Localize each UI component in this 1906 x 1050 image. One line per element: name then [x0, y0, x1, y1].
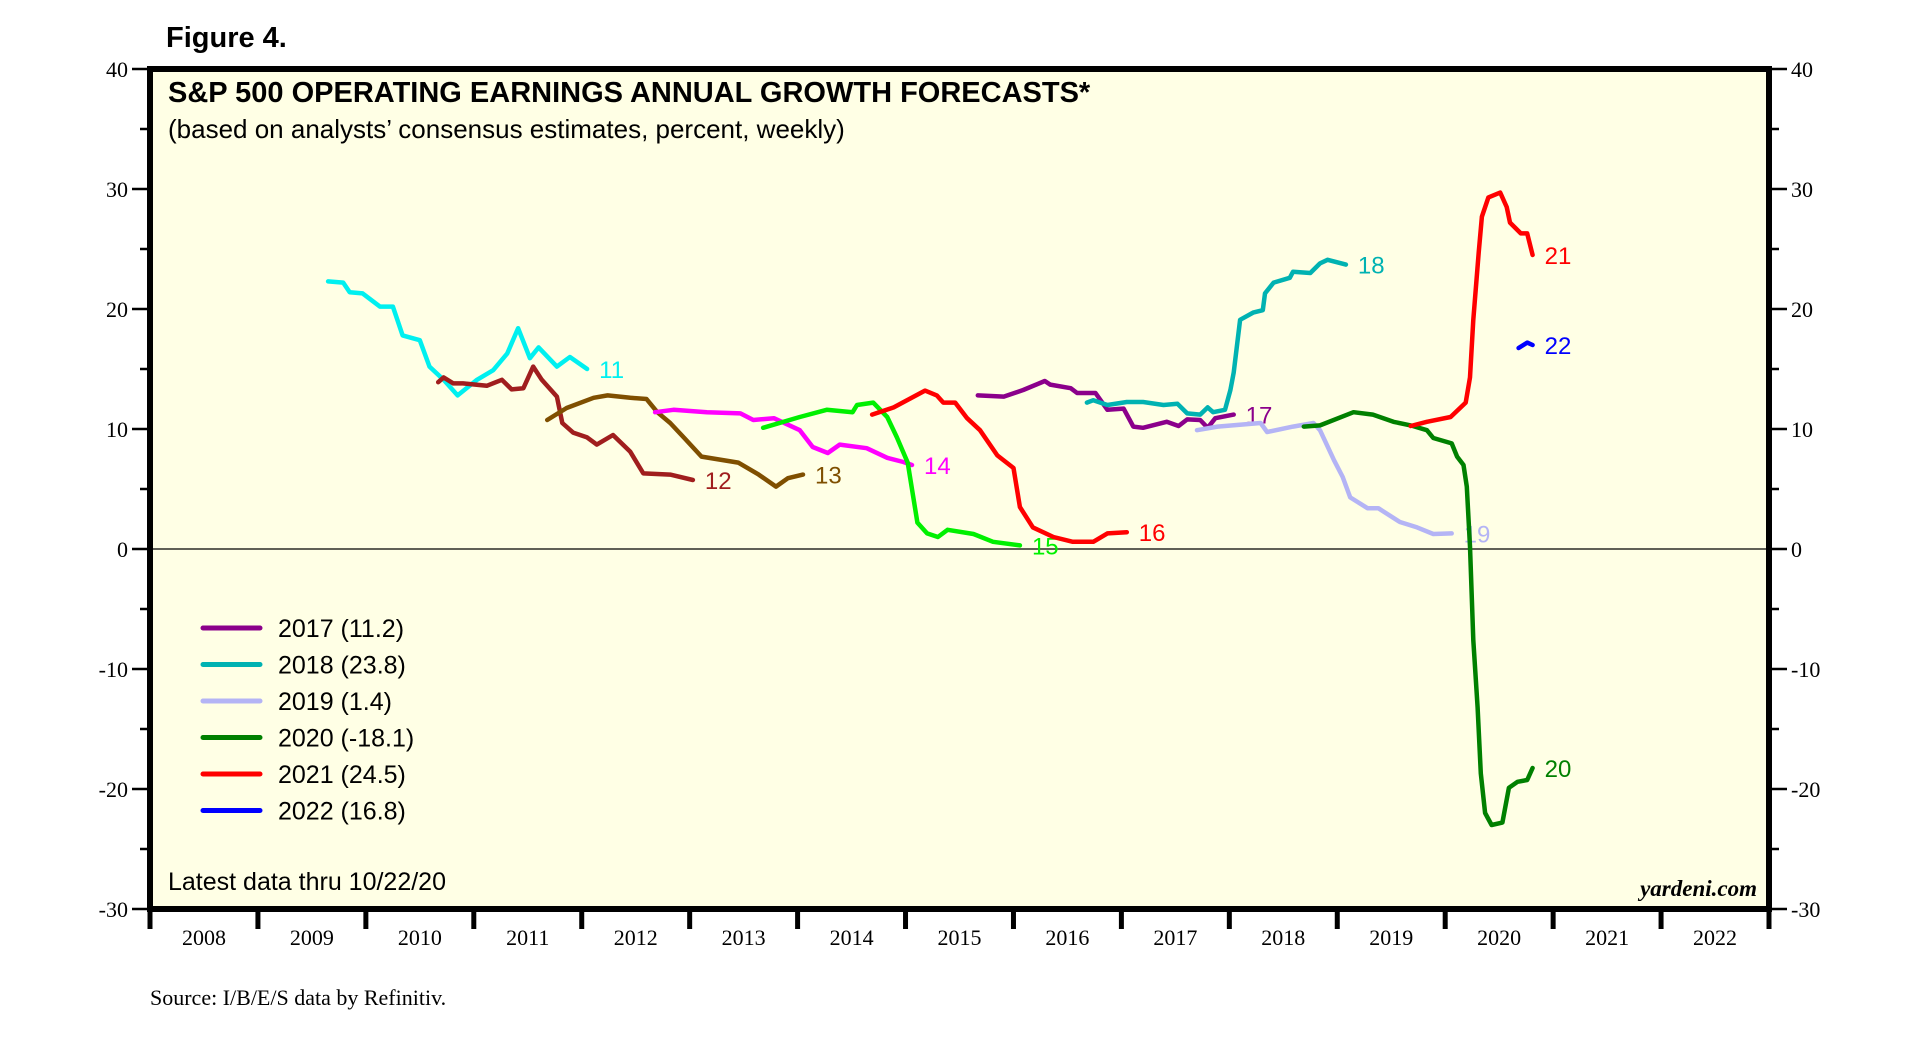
- legend-label: 2020 (-18.1): [278, 725, 414, 753]
- legend-label: 2017 (11.2): [278, 615, 404, 643]
- x-tick-label: 2009: [290, 925, 334, 950]
- series-line-2018: [1084, 257, 1349, 417]
- series-line-2022: [1516, 340, 1535, 351]
- series-end-label-2016: 16: [1139, 520, 1166, 547]
- legend-label: 2022 (16.8): [278, 798, 406, 826]
- series-end-label-2013: 13: [815, 463, 842, 490]
- series-line-2021: [1408, 190, 1535, 429]
- x-axis: 2008 2009 2010 2011 2012 2013 2014 2015 2016 2017…: [147, 909, 1772, 950]
- series-line-2014: [652, 407, 915, 468]
- x-tick-label: 2018: [1261, 925, 1305, 950]
- series-line-2016: [869, 388, 1130, 545]
- x-tick-label: 2022: [1693, 925, 1737, 950]
- x-tick-label: 2012: [614, 925, 658, 950]
- x-tick-label: 2020: [1477, 925, 1521, 950]
- y-tick-label-left: 10: [106, 417, 128, 442]
- y-tick-label-right: -10: [1791, 657, 1820, 682]
- y-tick-label-right: 10: [1791, 417, 1813, 442]
- legend-label: 2018 (23.8): [278, 652, 406, 680]
- y-tick-label-right: 30: [1791, 177, 1813, 202]
- latest-data-note: Latest data thru 10/22/20: [168, 868, 446, 896]
- series-end-label-2021: 21: [1545, 243, 1572, 270]
- x-tick-label: 2013: [722, 925, 766, 950]
- brand-watermark: yardeni.com: [1637, 876, 1757, 901]
- series-line-2015: [760, 400, 1023, 548]
- y-tick-label-right: 20: [1791, 297, 1813, 322]
- x-tick-label: 2019: [1369, 925, 1413, 950]
- x-tick-label: 2016: [1045, 925, 1089, 950]
- x-tick-label: 2011: [506, 925, 549, 950]
- chart-subtitle: (based on analysts’ consensus estimates,…: [168, 114, 845, 144]
- x-tick-label: 2015: [938, 925, 982, 950]
- source-note: Source: I/B/E/S data by Refinitiv.: [150, 985, 446, 1010]
- y-tick-label-right: -20: [1791, 777, 1820, 802]
- series-line-2013: [544, 393, 806, 489]
- x-tick-label: 2021: [1585, 925, 1629, 950]
- legend-label: 2019 (1.4): [278, 688, 392, 716]
- y-tick-label-left: 40: [106, 57, 128, 82]
- legend-label: 2021 (24.5): [278, 761, 406, 789]
- x-tick-label: 2014: [830, 925, 874, 950]
- series-line-2020: [1301, 409, 1535, 828]
- y-axis-right: 40 30 20 10 0 -10 -20 -30: [1769, 57, 1820, 922]
- y-tick-label-right: 40: [1791, 57, 1813, 82]
- legend: 2017 (11.2) 2018 (23.8) 2019 (1.4) 2020 (-1…: [200, 615, 414, 826]
- series-end-label-2011: 11: [599, 357, 624, 384]
- y-tick-label-left: -20: [99, 777, 128, 802]
- series-end-label-2014: 14: [924, 453, 951, 480]
- series-end-label-2020: 20: [1545, 756, 1572, 783]
- series-end-label-2018: 18: [1358, 253, 1385, 280]
- series-line-2012: [435, 364, 696, 483]
- series-line-2017: [975, 378, 1236, 431]
- series-line-2019: [1194, 420, 1454, 537]
- y-tick-label-right: 0: [1791, 537, 1802, 562]
- series-end-label-2012: 12: [705, 468, 732, 495]
- x-tick-label: 2008: [182, 925, 226, 950]
- y-tick-label-left: 30: [106, 177, 128, 202]
- series-end-label-2022: 22: [1545, 333, 1572, 360]
- y-tick-label-left: 20: [106, 297, 128, 322]
- y-axis-left: 40 30 20 10 0 -10 -20 -30: [99, 57, 150, 922]
- y-tick-label-right: -30: [1791, 897, 1820, 922]
- chart-title: S&P 500 OPERATING EARNINGS ANNUAL GROWTH…: [168, 77, 1091, 109]
- figure-label: Figure 4.: [166, 22, 287, 54]
- x-tick-label: 2010: [398, 925, 442, 950]
- y-tick-label-left: 0: [117, 537, 128, 562]
- y-tick-label-left: -10: [99, 657, 128, 682]
- plot-area: [147, 66, 1772, 912]
- y-tick-label-left: -30: [99, 897, 128, 922]
- x-tick-label: 2017: [1153, 925, 1197, 950]
- series-line-2011: [325, 279, 590, 398]
